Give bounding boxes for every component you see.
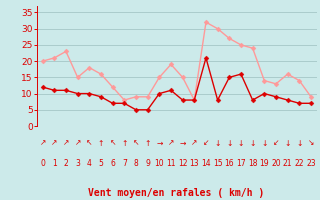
Text: ↗: ↗ bbox=[75, 138, 81, 148]
Text: ↗: ↗ bbox=[39, 138, 46, 148]
Text: 11: 11 bbox=[166, 158, 176, 168]
Text: ↘: ↘ bbox=[308, 138, 314, 148]
Text: Vent moyen/en rafales ( km/h ): Vent moyen/en rafales ( km/h ) bbox=[88, 188, 264, 198]
Text: 10: 10 bbox=[155, 158, 164, 168]
Text: ↓: ↓ bbox=[238, 138, 244, 148]
Text: 22: 22 bbox=[294, 158, 304, 168]
Text: ↑: ↑ bbox=[144, 138, 151, 148]
Text: ↙: ↙ bbox=[273, 138, 279, 148]
Text: 19: 19 bbox=[260, 158, 269, 168]
Text: 5: 5 bbox=[99, 158, 103, 168]
Text: 3: 3 bbox=[75, 158, 80, 168]
Text: ↗: ↗ bbox=[168, 138, 174, 148]
Text: 4: 4 bbox=[87, 158, 92, 168]
Text: ↑: ↑ bbox=[98, 138, 104, 148]
Text: ↙: ↙ bbox=[203, 138, 209, 148]
Text: 15: 15 bbox=[213, 158, 222, 168]
Text: 16: 16 bbox=[225, 158, 234, 168]
Text: 17: 17 bbox=[236, 158, 246, 168]
Text: ↗: ↗ bbox=[51, 138, 58, 148]
Text: ↖: ↖ bbox=[109, 138, 116, 148]
Text: ↗: ↗ bbox=[191, 138, 197, 148]
Text: 18: 18 bbox=[248, 158, 257, 168]
Text: ↓: ↓ bbox=[296, 138, 302, 148]
Text: 21: 21 bbox=[283, 158, 292, 168]
Text: ↖: ↖ bbox=[133, 138, 139, 148]
Text: 2: 2 bbox=[64, 158, 68, 168]
Text: 8: 8 bbox=[133, 158, 138, 168]
Text: ↗: ↗ bbox=[63, 138, 69, 148]
Text: ↖: ↖ bbox=[86, 138, 92, 148]
Text: →: → bbox=[156, 138, 163, 148]
Text: 0: 0 bbox=[40, 158, 45, 168]
Text: →: → bbox=[180, 138, 186, 148]
Text: ↓: ↓ bbox=[226, 138, 233, 148]
Text: ↓: ↓ bbox=[261, 138, 268, 148]
Text: 12: 12 bbox=[178, 158, 188, 168]
Text: 14: 14 bbox=[201, 158, 211, 168]
Text: 9: 9 bbox=[145, 158, 150, 168]
Text: ↓: ↓ bbox=[284, 138, 291, 148]
Text: 1: 1 bbox=[52, 158, 57, 168]
Text: ↑: ↑ bbox=[121, 138, 127, 148]
Text: 23: 23 bbox=[306, 158, 316, 168]
Text: 20: 20 bbox=[271, 158, 281, 168]
Text: 7: 7 bbox=[122, 158, 127, 168]
Text: 13: 13 bbox=[189, 158, 199, 168]
Text: ↓: ↓ bbox=[250, 138, 256, 148]
Text: 6: 6 bbox=[110, 158, 115, 168]
Text: ↓: ↓ bbox=[214, 138, 221, 148]
